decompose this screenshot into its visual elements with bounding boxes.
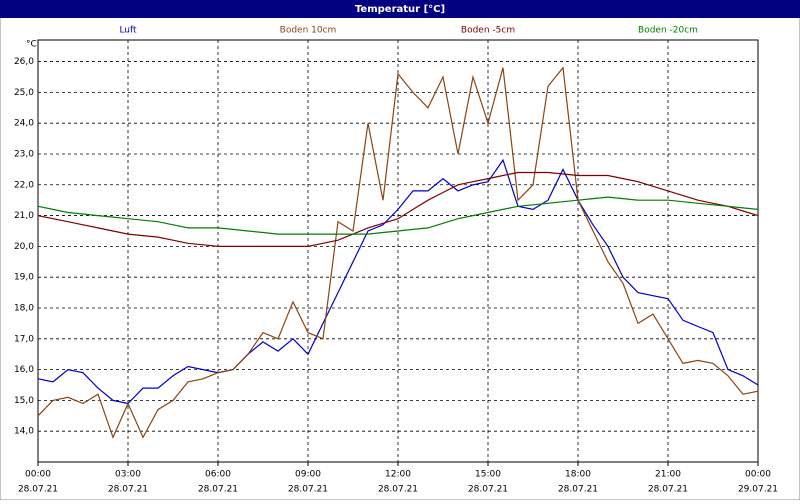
legend-entry: Boden 10cm: [280, 26, 337, 36]
y-tick-label: 17,0: [14, 334, 34, 344]
x-tick-date: 28.07.21: [288, 485, 328, 495]
x-tick-label: 09:00: [295, 470, 321, 480]
x-tick-date: 28.07.21: [108, 485, 148, 495]
x-tick-label: 00:00: [745, 470, 771, 480]
x-tick-label: 00:00: [25, 470, 51, 480]
x-tick-date: 28.07.21: [648, 485, 688, 495]
x-tick-label: 12:00: [385, 470, 411, 480]
legend-entry: Boden -20cm: [638, 26, 698, 36]
y-tick-label: 15,0: [14, 396, 34, 406]
x-tick-date: 28.07.21: [18, 485, 58, 495]
data-line: [37, 158, 759, 405]
x-tick-label: 15:00: [475, 470, 501, 480]
y-unit: °C: [26, 40, 37, 50]
y-tick-label: 16,0: [14, 365, 34, 375]
y-tick-label: 24,0: [14, 119, 34, 129]
x-tick-date: 28.07.21: [468, 485, 508, 495]
x-tick-date: 28.07.21: [558, 485, 598, 495]
data-line: [37, 196, 759, 235]
legend-entry: Boden -5cm: [461, 26, 515, 36]
y-tick-label: 21,0: [14, 211, 34, 221]
x-tick-date: 28.07.21: [378, 485, 418, 495]
y-tick-label: 25,0: [14, 88, 34, 98]
data-line: [37, 171, 759, 247]
title-bar: [0, 0, 800, 18]
x-tick-label: 21:00: [655, 470, 681, 480]
x-tick-label: 03:00: [115, 470, 141, 480]
x-tick-label: 18:00: [565, 470, 591, 480]
y-tick-label: 19,0: [14, 273, 34, 283]
x-tick-label: 06:00: [205, 470, 231, 480]
x-tick-date: 28.07.21: [198, 485, 238, 495]
y-tick-label: 23,0: [14, 149, 34, 159]
y-tick-label: 20,0: [14, 242, 34, 252]
y-tick-label: 14,0: [14, 427, 34, 437]
legend-entry: Luft: [119, 26, 137, 36]
y-tick-label: 22,0: [14, 180, 34, 190]
data-line: [37, 66, 759, 440]
y-tick-label: 18,0: [14, 303, 34, 313]
y-tick-label: 26,0: [14, 57, 34, 67]
x-tick-date: 29.07.21: [738, 485, 778, 495]
chart-title: Temperatur [°C]: [355, 4, 445, 15]
